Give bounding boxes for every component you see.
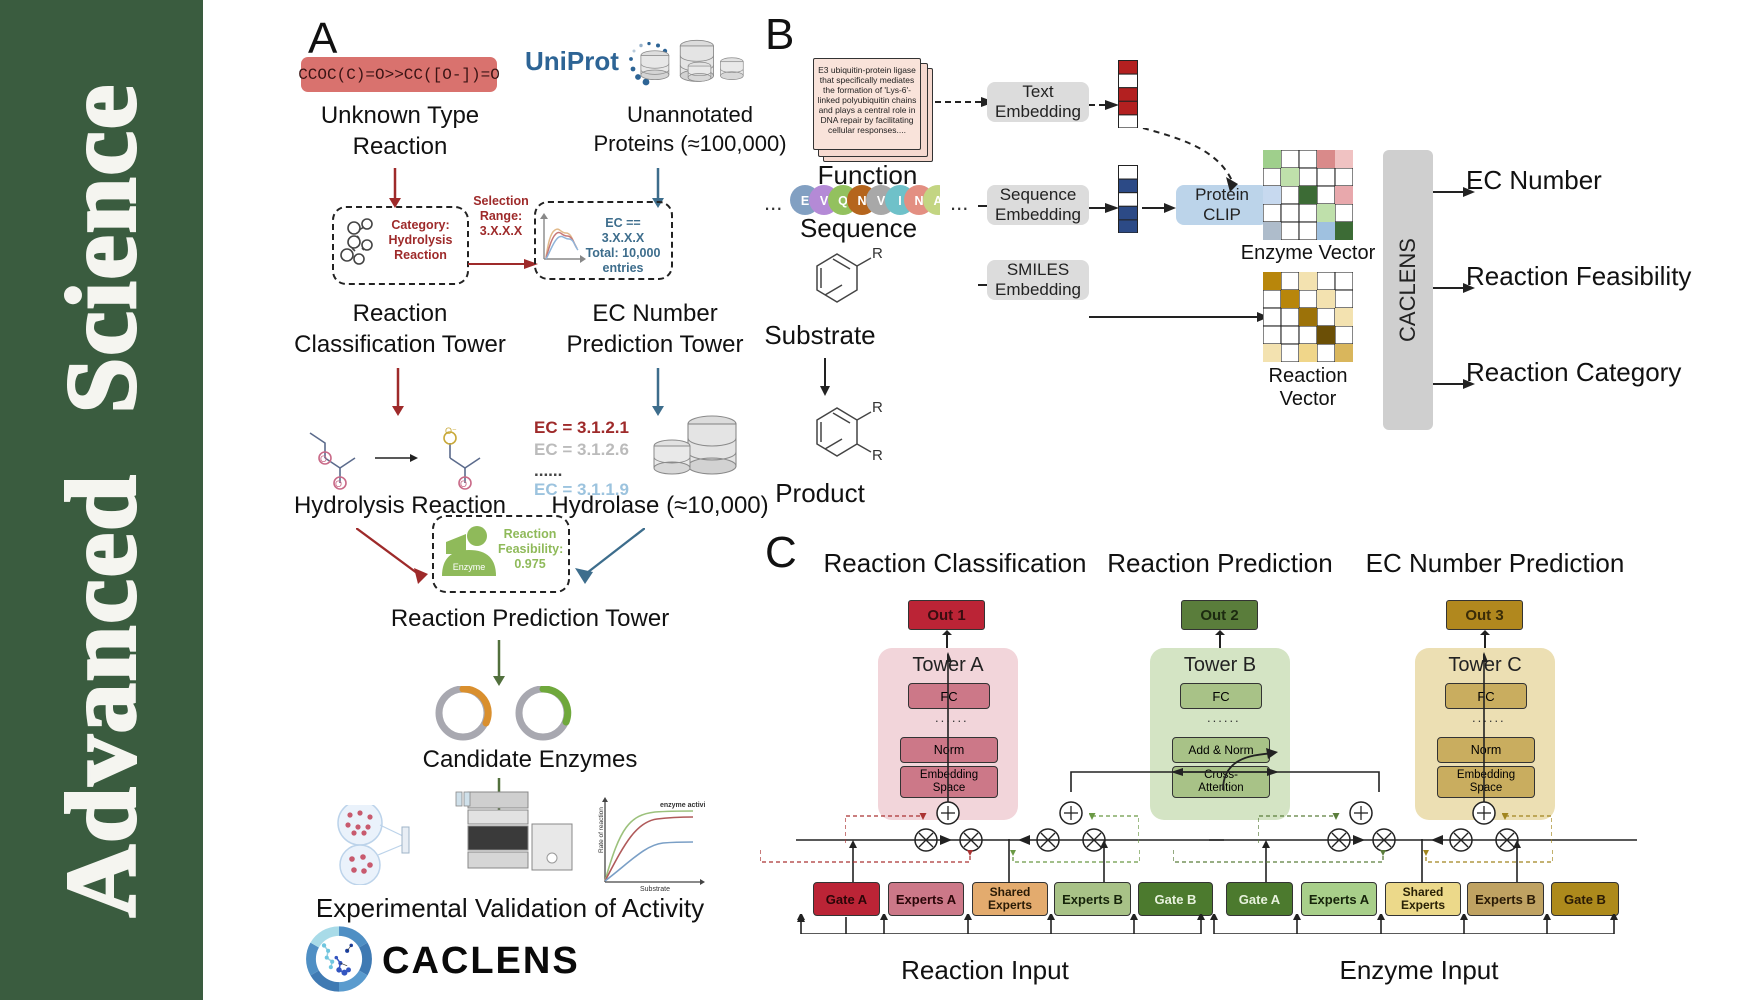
svg-text:Q: Q	[838, 194, 848, 208]
svg-text:R: R	[872, 402, 883, 416]
svg-text:V: V	[820, 194, 829, 208]
svg-text:A: A	[933, 194, 940, 208]
svg-text:Rate of reaction: Rate of reaction	[598, 807, 605, 853]
svg-text:enzyme activity: enzyme activity	[660, 802, 705, 809]
svg-text:O: O	[460, 479, 467, 489]
svg-text:O: O	[335, 479, 342, 489]
svg-text:N: N	[857, 194, 866, 208]
svg-text:R: R	[872, 248, 883, 262]
svg-text:Enzyme: Enzyme	[453, 562, 486, 572]
svg-text:O⁻: O⁻	[445, 426, 457, 436]
svg-text:N: N	[914, 194, 923, 208]
svg-text:V: V	[877, 194, 886, 208]
svg-text:E: E	[801, 194, 809, 208]
svg-text:Substrate: Substrate	[640, 886, 670, 892]
svg-text:O: O	[320, 454, 327, 464]
svg-text:I: I	[898, 194, 901, 208]
svg-text:R: R	[872, 447, 883, 464]
